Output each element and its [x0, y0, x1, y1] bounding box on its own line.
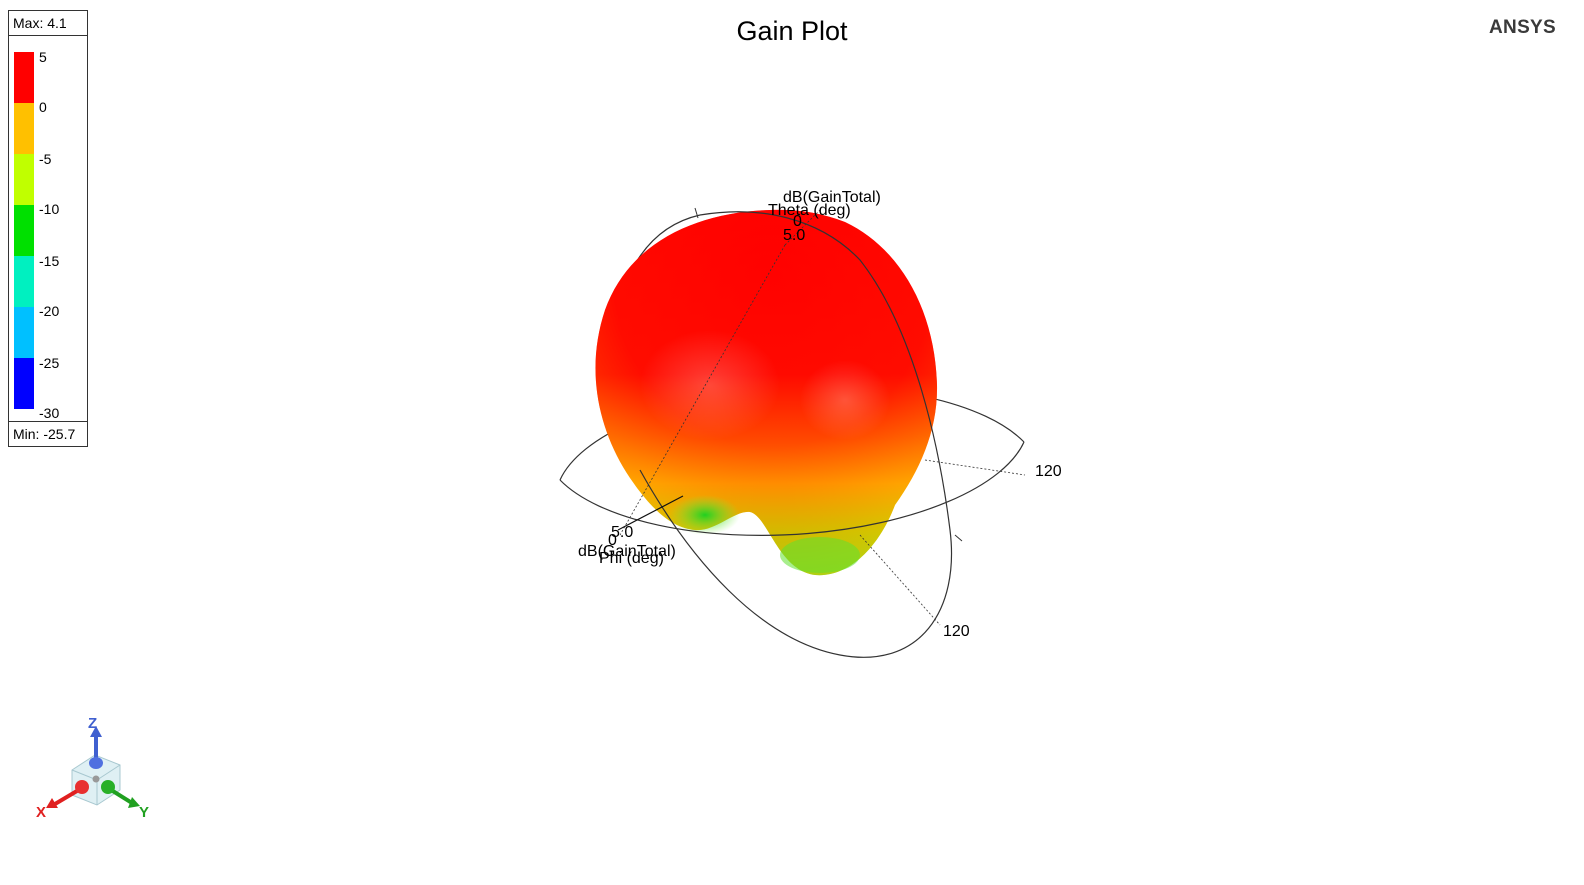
legend-swatch-3: [14, 205, 34, 256]
axis-lines: [617, 207, 1026, 626]
legend-tick: -5: [39, 151, 52, 167]
theta-quantity-label: dB(GainTotal): [783, 189, 881, 206]
legend-tick: -25: [39, 355, 60, 371]
surface-highlight: [640, 330, 780, 440]
legend-tick: -15: [39, 253, 60, 269]
legend-min-label: Min: -25.7: [9, 421, 87, 446]
color-legend: Max: 4.1 5 0 -5 -10 -15 -20 -25 -30 Min:…: [8, 10, 88, 447]
phi-axis-labels: 5.0 0 dB(GainTotal) Phi (deg) 120: [578, 463, 1062, 567]
theta-axis-labels: dB(GainTotal) Theta (deg) 0 5.0 120: [768, 189, 970, 640]
phi-axis-label: Phi (deg): [599, 550, 664, 567]
theta-axis-label: Theta (deg): [768, 202, 851, 219]
theta-ring-front: [639, 211, 953, 658]
legend-tick: -30: [39, 405, 60, 421]
legend-max-label: Max: 4.1: [9, 11, 87, 36]
orientation-triad[interactable]: Z X Y: [36, 715, 149, 821]
legend-swatch-5: [14, 307, 34, 358]
plot-title: Gain Plot: [736, 16, 848, 46]
legend-swatch-0: [14, 52, 34, 103]
legend-swatch-4: [14, 256, 34, 307]
phi-ring-front: [559, 441, 1025, 536]
triad-origin: [92, 775, 100, 783]
phi-quantity-label: dB(GainTotal): [578, 543, 676, 560]
phi-tick-120: 120: [1035, 463, 1062, 480]
gain-pattern-surface: [595, 209, 938, 576]
x-axis-label: X: [36, 804, 46, 821]
ansys-logo: ANSYS: [1489, 17, 1556, 38]
gain-dip-region: [670, 495, 740, 535]
phi-tick-0: 0: [608, 532, 617, 549]
legend-tick: 0: [39, 99, 47, 115]
phi-radius-label: 5.0: [611, 524, 633, 541]
surface-highlight: [800, 360, 890, 440]
theta-radius-label: 5.0: [783, 227, 805, 244]
theta-tick-0: 0: [793, 213, 802, 230]
legend-swatch-2: [14, 154, 34, 205]
legend-swatch-6: [14, 358, 34, 409]
theta-tick-120: 120: [943, 623, 970, 640]
legend-tick: -20: [39, 303, 60, 319]
legend-tick: 5: [39, 49, 47, 65]
legend-tick: -10: [39, 201, 60, 217]
gain-low-lobe: [780, 537, 860, 573]
y-axis-label: Y: [139, 804, 149, 821]
legend-swatch-1: [14, 103, 34, 154]
z-axis-label: Z: [88, 715, 97, 732]
